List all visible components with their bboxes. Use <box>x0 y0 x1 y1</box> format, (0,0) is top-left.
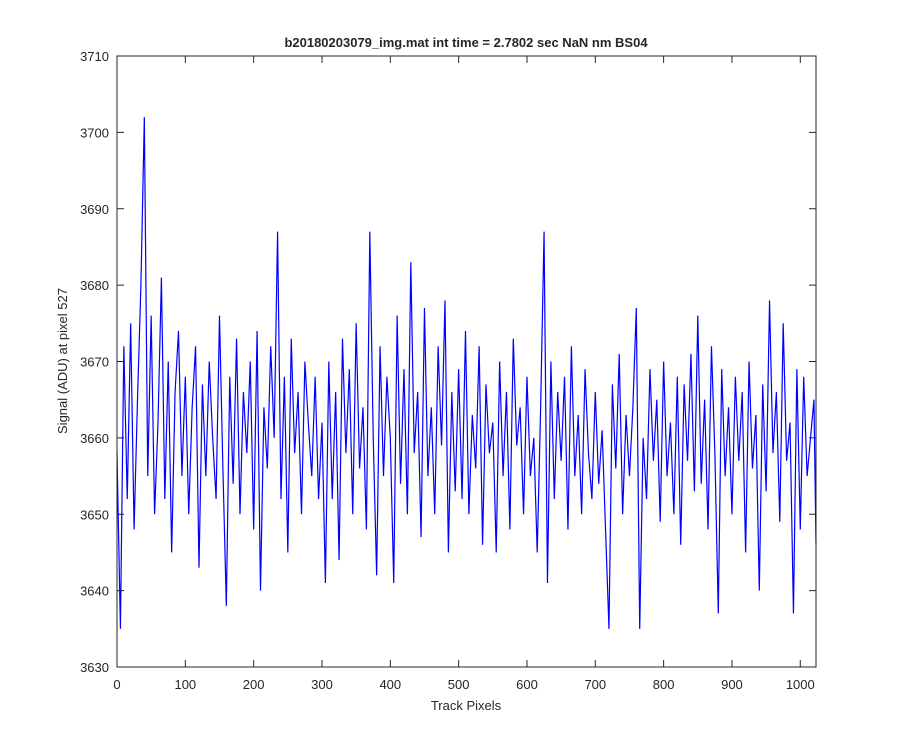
x-tick-label: 1000 <box>786 677 815 692</box>
y-tick-label: 3710 <box>80 49 109 64</box>
x-tick-label: 500 <box>448 677 470 692</box>
x-tick-label: 0 <box>113 677 120 692</box>
x-tick-label: 700 <box>584 677 606 692</box>
x-tick-label: 300 <box>311 677 333 692</box>
plot-frame <box>116 55 817 668</box>
y-tick-label: 3700 <box>80 125 109 140</box>
x-tick-label: 800 <box>653 677 675 692</box>
y-tick-label: 3630 <box>80 660 109 675</box>
y-tick-label: 3660 <box>80 431 109 446</box>
x-tick-label: 400 <box>379 677 401 692</box>
x-axis-label: Track Pixels <box>431 698 502 713</box>
y-tick-label: 3650 <box>80 507 109 522</box>
y-tick-label: 3670 <box>80 355 109 370</box>
y-axis-label: Signal (ADU) at pixel 527 <box>55 288 70 434</box>
x-tick-label: 600 <box>516 677 538 692</box>
y-tick-label: 3680 <box>80 278 109 293</box>
x-tick-label: 900 <box>721 677 743 692</box>
x-tick-label: 200 <box>243 677 265 692</box>
chart-title: b20180203079_img.mat int time = 2.7802 s… <box>284 35 648 50</box>
y-tick-label: 3640 <box>80 584 109 599</box>
x-tick-label: 100 <box>174 677 196 692</box>
y-tick-label: 3690 <box>80 202 109 217</box>
data-line <box>116 117 817 629</box>
